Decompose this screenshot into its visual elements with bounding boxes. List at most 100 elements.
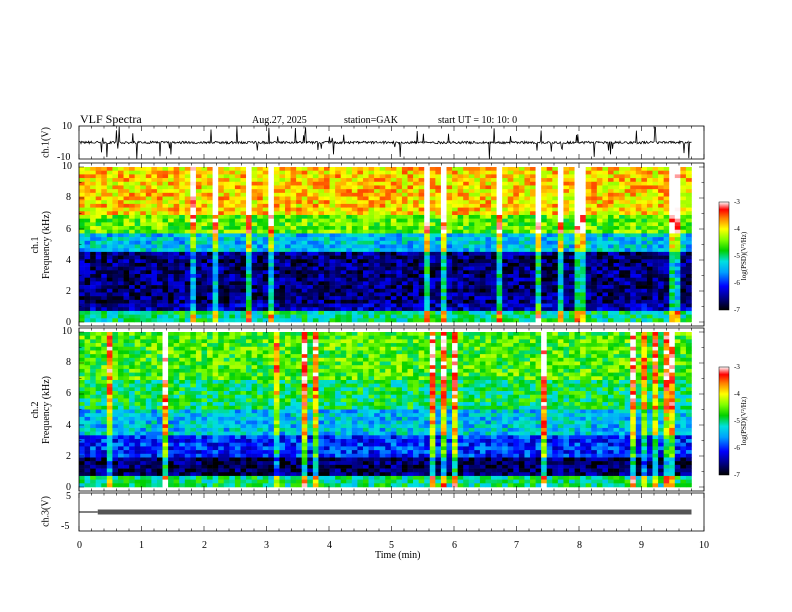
spectrogram-cell [123,189,130,194]
spectrogram-cell [112,189,119,194]
spectrogram-cell [84,200,91,205]
spectrogram-cell [407,174,414,179]
spectrogram-cell [591,270,598,275]
spectrogram-cell [346,167,353,171]
spectrogram-cell [79,346,85,351]
spectrogram-cell [552,196,559,201]
spectrogram-cell [452,307,458,312]
spectrogram-cell [390,222,397,227]
spectrogram-cell [680,207,687,212]
spectrogram-cell [624,229,631,234]
spectrogram-cell [658,285,664,290]
spectrogram-cell [635,318,642,323]
spectrogram-cell [368,167,375,171]
spectrogram-cell [446,178,453,183]
spectrogram-cell [212,222,219,227]
spectrogram-cell [229,222,236,227]
spectrogram-cell [156,237,163,242]
spectrogram-cell [530,233,536,238]
spectrogram-cell [530,270,536,275]
spectrogram-cell [440,303,447,308]
spectrogram-cell [491,310,497,315]
spectrogram-cell [195,174,202,179]
spectrogram-cell [257,285,264,290]
spectrogram-cell [106,255,113,260]
spectrogram-cell [446,200,453,205]
spectrogram-cell [101,346,108,351]
spectrogram-cell [535,226,542,231]
spectrogram-cell [413,251,419,256]
spectrogram-cell [624,288,631,293]
spectrogram-cell [591,310,598,315]
spectrogram-cell [212,281,219,286]
spectrogram-cell [674,211,681,216]
spectrogram-cell [557,200,564,205]
spectrogram-cell [390,181,397,186]
spectrogram-cell [580,200,587,205]
spectrogram-cell [346,214,353,219]
spectrogram-cell [134,207,141,212]
spectrogram-cell [268,244,275,249]
spectrogram-cell [641,299,648,304]
spectrogram-cell [401,240,408,245]
spectrogram-cell [156,170,163,175]
spectrogram-cell [218,229,225,234]
spectrogram-cell [491,185,497,190]
spectrogram-cell [201,270,208,275]
spectrogram-cell [513,207,520,212]
spectrogram-cell [362,181,369,186]
spectrogram-cell [385,200,392,205]
spectrogram-cell [156,167,163,171]
spectrogram-cell [669,251,676,256]
spectrogram-cell [123,178,130,183]
spectrogram-cell [251,218,258,223]
spectrogram-cell [195,211,202,216]
spectrogram-cell [218,218,225,223]
spectrogram-cell [685,189,692,194]
spectrogram-cell [240,237,247,242]
spectrogram-cell [652,170,659,175]
spectrogram-cell [374,255,380,260]
spectrogram-cell [663,229,670,234]
spectrogram-cell [156,189,163,194]
spectrogram-cell [413,310,419,315]
spectrogram-cell [624,226,631,231]
spectrogram-cell [591,203,598,208]
spectrogram-cell [123,211,130,216]
spectrogram-cell [268,203,275,208]
spectrogram-cell [385,314,392,319]
spectrogram-cell [312,189,319,194]
spectrogram-cell [485,255,492,260]
spectrogram-cell [112,387,119,392]
spectrogram-cell [502,174,509,179]
spectrogram-cell [123,394,130,399]
spectrogram-cell [84,350,91,355]
spectrogram-cell [357,314,364,319]
spectrogram-cell [635,251,642,256]
spectrogram-cell [112,461,119,466]
spectrogram-cell [168,266,174,271]
spectrogram-cell [279,196,286,201]
spectrogram-cell [435,181,442,186]
spectrogram-cell [646,214,653,219]
spectrogram-cell [418,318,425,323]
spectrogram-cell [140,222,147,227]
spectrogram-cell [318,178,325,183]
spectrogram-cell [117,335,124,340]
spectrogram-cell [112,237,119,242]
spectrogram-cell [229,318,236,323]
spectrogram-cell [368,200,375,205]
spectrogram-cell [324,288,330,293]
spectrogram-cell [485,303,492,308]
spectrogram-cell [619,288,625,293]
spectrogram-cell [151,218,158,223]
spectrogram-cell [557,266,564,271]
spectrogram-cell [307,174,314,179]
spectrogram-cell [179,244,186,249]
spectrogram-cell [162,178,169,183]
spectrogram-cell [296,189,303,194]
spectrogram-cell [413,192,419,197]
spectrogram-cell [117,431,124,436]
spectrogram-cell [112,475,119,480]
spectrogram-cell [145,296,152,301]
